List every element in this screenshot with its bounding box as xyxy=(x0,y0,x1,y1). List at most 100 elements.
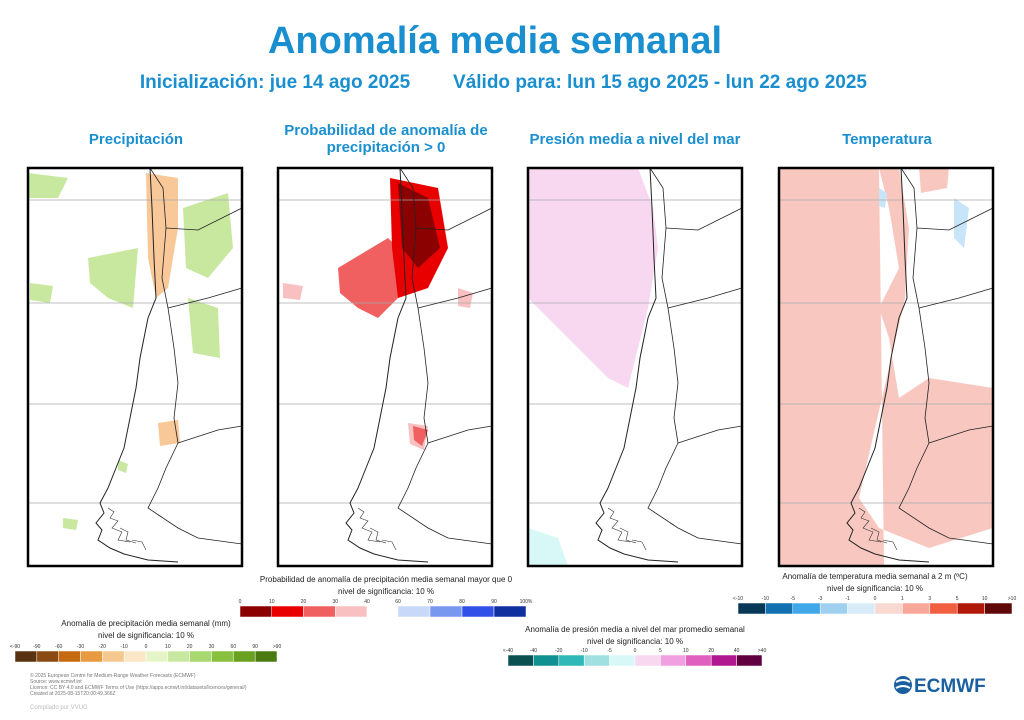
legend-label: -3 xyxy=(818,596,823,602)
panel-title: Presión media a nivel del mar xyxy=(529,131,741,148)
legend-swatch xyxy=(254,650,278,663)
legend-label: 10 xyxy=(269,599,275,605)
legend-swatch xyxy=(634,654,661,667)
legend-swatch xyxy=(847,602,876,615)
legend-subtitle: nivel de significancia: 10 % xyxy=(827,584,923,593)
legend-label: 10 xyxy=(683,648,689,654)
legend-label: 60 xyxy=(231,644,237,650)
legend-swatch xyxy=(902,602,931,615)
legend-label: -10 xyxy=(121,644,128,650)
legend-swatch xyxy=(660,654,687,667)
title: Anomalía media semanal xyxy=(267,20,723,62)
legend-swatch xyxy=(558,654,585,667)
legend-label: <-10 xyxy=(733,596,743,602)
legend-swatch xyxy=(929,602,958,615)
legend-label: 10 xyxy=(982,596,988,602)
legend-swatch xyxy=(710,654,737,667)
legend-title: Probabilidad de anomalía de precipitació… xyxy=(260,575,513,584)
legend-subtitle: nivel de significancia: 10 % xyxy=(338,587,434,596)
legend-swatch xyxy=(58,650,81,663)
legend-label: -10 xyxy=(762,596,769,602)
legend-label: >10 xyxy=(1008,596,1017,602)
legend-swatch xyxy=(233,650,256,663)
legend-label: >90 xyxy=(273,644,282,650)
legend-swatch xyxy=(335,605,368,618)
legend-swatch xyxy=(397,605,431,618)
legend-label: 3 xyxy=(928,596,931,602)
legend-swatch xyxy=(583,654,610,667)
legend-label: 90 xyxy=(491,599,497,605)
legend-label: 0 xyxy=(634,648,637,654)
legend-swatch xyxy=(819,602,848,615)
legend-swatch xyxy=(736,654,763,667)
panel-title: Precipitación xyxy=(88,131,184,148)
legend-swatch xyxy=(14,650,38,663)
legend-swatch xyxy=(609,654,636,667)
map-pressure xyxy=(526,166,744,568)
legend-label: 5 xyxy=(659,648,662,654)
legend-swatch xyxy=(493,605,527,618)
legend-swatch xyxy=(145,650,169,663)
legend-label: 80 xyxy=(459,599,465,605)
legend-label: 20 xyxy=(301,599,307,605)
legend-label: 60 xyxy=(395,599,401,605)
legend-label: 20 xyxy=(187,644,193,650)
legend-label: 70 xyxy=(427,599,433,605)
legend-swatch xyxy=(211,650,234,663)
logo-text: ECMWF xyxy=(914,676,986,697)
legend-label: 0 xyxy=(874,596,877,602)
legend-swatch xyxy=(765,602,794,615)
legend-swatch xyxy=(984,602,1013,615)
legend-swatch xyxy=(80,650,103,663)
legend-label: 100% xyxy=(520,599,533,605)
legend-title: Anomalía de precipitación media semanal … xyxy=(61,619,231,628)
legend-label: 20 xyxy=(708,648,714,654)
footer-line: Created at 2025-08-15T20:00:49.366Z xyxy=(30,691,116,697)
legend-label: 30 xyxy=(209,644,215,650)
map-probability xyxy=(276,166,494,568)
legend-label: -20 xyxy=(555,648,562,654)
legend-label: -60 xyxy=(55,644,62,650)
legend-label: >40 xyxy=(758,648,767,654)
legend-label: -90 xyxy=(33,644,40,650)
legend-label: -40 xyxy=(530,648,537,654)
legend-swatch xyxy=(792,602,821,615)
legend-swatch xyxy=(533,654,560,667)
legend-swatch xyxy=(429,605,463,618)
ecmwf-logo: ECMWF xyxy=(894,676,986,697)
legend-title: Anomalía de presión media a nivel del ma… xyxy=(525,625,745,634)
legend-swatch xyxy=(271,605,304,618)
legend-swatch xyxy=(36,650,59,663)
footer-line: Source: www.ecmwf.int xyxy=(30,679,82,685)
legend-swatch xyxy=(685,654,712,667)
compiled-by: Compilado por VVUG xyxy=(30,705,88,711)
legend-label: 0 xyxy=(145,644,148,650)
valid-period: Válido para: lun 15 ago 2025 - lun 22 ag… xyxy=(453,72,867,93)
legend-label: 30 xyxy=(332,599,338,605)
legend-swatch xyxy=(507,654,534,667)
legend-title: Anomalía de temperatura media semanal a … xyxy=(782,572,968,581)
legend-swatch xyxy=(189,650,212,663)
legend-label: -5 xyxy=(791,596,796,602)
legend-label: 5 xyxy=(956,596,959,602)
legend-swatch xyxy=(956,602,985,615)
legend-label: 90 xyxy=(252,644,258,650)
legend-label: -30 xyxy=(77,644,84,650)
legend-label: 10 xyxy=(165,644,171,650)
panel-title: Probabilidad de anomalía de precipitació… xyxy=(284,122,488,156)
legend-label: 40 xyxy=(734,648,740,654)
footer-line: Licence: CC BY 4.0 and ECMWF Terms of Us… xyxy=(30,685,247,691)
legend-label: 0 xyxy=(239,599,242,605)
legend-label: <-40 xyxy=(503,648,513,654)
map-precipitation xyxy=(26,166,244,568)
legend-label: -1 xyxy=(845,596,850,602)
legend-label: 40 xyxy=(364,599,370,605)
legend-swatch xyxy=(737,602,766,615)
legend-label: 1 xyxy=(901,596,904,602)
map-temperature xyxy=(777,166,995,568)
footer-line: © 2025 European Centre for Medium-Range … xyxy=(30,672,196,679)
legend-swatch xyxy=(123,650,147,663)
legend-swatch xyxy=(102,650,125,663)
legend-swatch xyxy=(167,650,190,663)
